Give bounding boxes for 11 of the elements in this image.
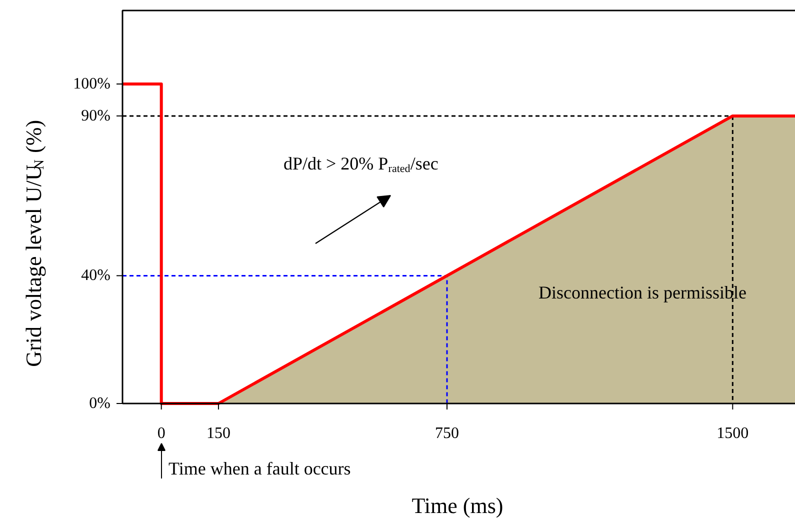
y-tick-label: 0% [89,395,110,412]
text: Time when a fault occurs [168,458,351,478]
y-tick-label: 90% [81,107,110,124]
y-tick-label: 40% [81,267,110,284]
x-tick-label: 1500 [716,425,749,442]
x-axis-title: Time (ms) [412,493,504,518]
y-tick-label: 100% [73,75,110,92]
annotation: Disconnection is permissible [538,282,746,302]
x-tick-label: 750 [435,425,460,442]
x-tick-label: 150 [206,425,230,442]
x-tick-label: 0 [157,425,166,442]
